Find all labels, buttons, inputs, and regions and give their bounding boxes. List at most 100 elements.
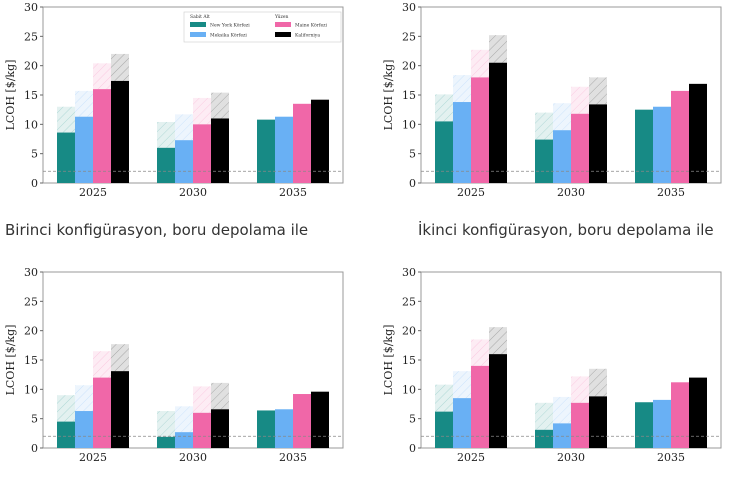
bar-upper-range (571, 86, 589, 114)
x-tick-label: 2025 (457, 451, 485, 464)
x-tick-label: 2025 (79, 186, 107, 199)
bar-upper-range (471, 49, 489, 78)
bar-upper-range (57, 106, 75, 133)
bar-upper-range (175, 406, 193, 433)
bar-upper-range (589, 77, 607, 105)
bar-upper-range (111, 53, 129, 81)
bar-upper-range (553, 396, 571, 424)
bar (257, 410, 275, 448)
y-tick-label: 30 (24, 1, 38, 14)
y-tick-label: 25 (24, 30, 38, 43)
bar-upper-range (75, 385, 93, 412)
y-tick-label: 10 (24, 118, 38, 131)
y-tick-label: 15 (402, 89, 416, 102)
bar (471, 365, 489, 448)
legend-swatch (190, 22, 206, 27)
bar (471, 77, 489, 183)
legend-group-title: Yüzen (274, 14, 289, 20)
bar-upper-range (211, 382, 229, 410)
y-axis-label: LCOH [$/kg] (382, 60, 395, 131)
bar (453, 398, 471, 448)
bar (193, 412, 211, 448)
bar (689, 377, 707, 448)
bar-upper-range (435, 94, 453, 122)
bar-upper-range (211, 92, 229, 119)
y-tick-label: 5 (409, 413, 416, 426)
chart-4: 0 5 10 15 20 25 30 LCOH [$/kg] 2025 2030 2035 (378, 265, 741, 470)
bar (553, 130, 571, 183)
y-tick-label: 25 (402, 295, 416, 308)
legend-swatch (275, 32, 291, 37)
bar (571, 402, 589, 448)
legend-swatch (190, 32, 206, 37)
bar-upper-range (75, 90, 93, 117)
x-tick-label: 2035 (657, 186, 685, 199)
bar (211, 118, 229, 183)
y-tick-label: 15 (402, 354, 416, 367)
y-tick-label: 20 (24, 60, 38, 73)
bar-upper-range (471, 339, 489, 366)
bar-upper-range (535, 112, 553, 140)
x-tick-label: 2035 (279, 186, 307, 199)
bar (489, 354, 507, 448)
bar (93, 377, 111, 448)
bar (671, 382, 689, 448)
y-tick-label: 5 (31, 413, 38, 426)
y-tick-label: 10 (402, 118, 416, 131)
legend-box (183, 11, 342, 43)
bar (93, 89, 111, 183)
bar (275, 116, 293, 183)
bar (293, 394, 311, 448)
bar (535, 429, 553, 448)
bar (435, 411, 453, 448)
bar (111, 371, 129, 448)
bar-upper-range (111, 344, 129, 372)
chart-1: 0 5 10 15 20 25 30 LCOH [$/kg] 2025 2030 2035 Sabit… (0, 0, 370, 205)
bar-upper-range (175, 114, 193, 141)
y-axis-label: LCOH [$/kg] (382, 325, 395, 396)
y-tick-label: 30 (402, 266, 416, 279)
bar (311, 99, 329, 183)
bar (75, 411, 93, 448)
y-tick-label: 25 (24, 295, 38, 308)
bar-upper-range (571, 376, 589, 403)
bar (689, 83, 707, 183)
y-tick-label: 30 (24, 266, 38, 279)
y-tick-label: 15 (24, 89, 38, 102)
bar-upper-range (489, 35, 507, 63)
chart-3: 0 5 10 15 20 25 30 LCOH [$/kg] 2025 2030 2035 (0, 265, 370, 470)
legend-label: Meksika Körfezi (210, 33, 247, 39)
y-tick-label: 20 (402, 60, 416, 73)
bar-upper-range (157, 121, 175, 148)
bar (157, 147, 175, 183)
bar (571, 113, 589, 183)
y-tick-label: 5 (409, 148, 416, 161)
x-tick-label: 2025 (457, 186, 485, 199)
y-tick-label: 10 (402, 383, 416, 396)
x-tick-label: 2035 (657, 451, 685, 464)
bar-upper-range (57, 395, 75, 422)
y-axis-label: LCOH [$/kg] (4, 325, 17, 396)
bar (275, 409, 293, 448)
bar (653, 106, 671, 183)
bar (435, 121, 453, 183)
legend-label: Maine Körfezi (295, 23, 328, 29)
y-tick-label: 20 (24, 325, 38, 338)
bar (589, 104, 607, 183)
bar (157, 436, 175, 448)
x-tick-label: 2030 (179, 186, 207, 199)
bar (671, 90, 689, 183)
bar-upper-range (193, 386, 211, 413)
bar (57, 421, 75, 448)
bar (111, 80, 129, 183)
bar-upper-range (553, 103, 571, 131)
legend-swatch (275, 22, 291, 27)
x-tick-label: 2030 (557, 451, 585, 464)
bar-upper-range (535, 402, 553, 430)
bar (635, 402, 653, 448)
bar (75, 116, 93, 183)
bar-upper-range (489, 327, 507, 355)
bar (635, 109, 653, 183)
legend-group-title: Sabit Alt (190, 14, 210, 20)
bar-upper-range (157, 411, 175, 437)
